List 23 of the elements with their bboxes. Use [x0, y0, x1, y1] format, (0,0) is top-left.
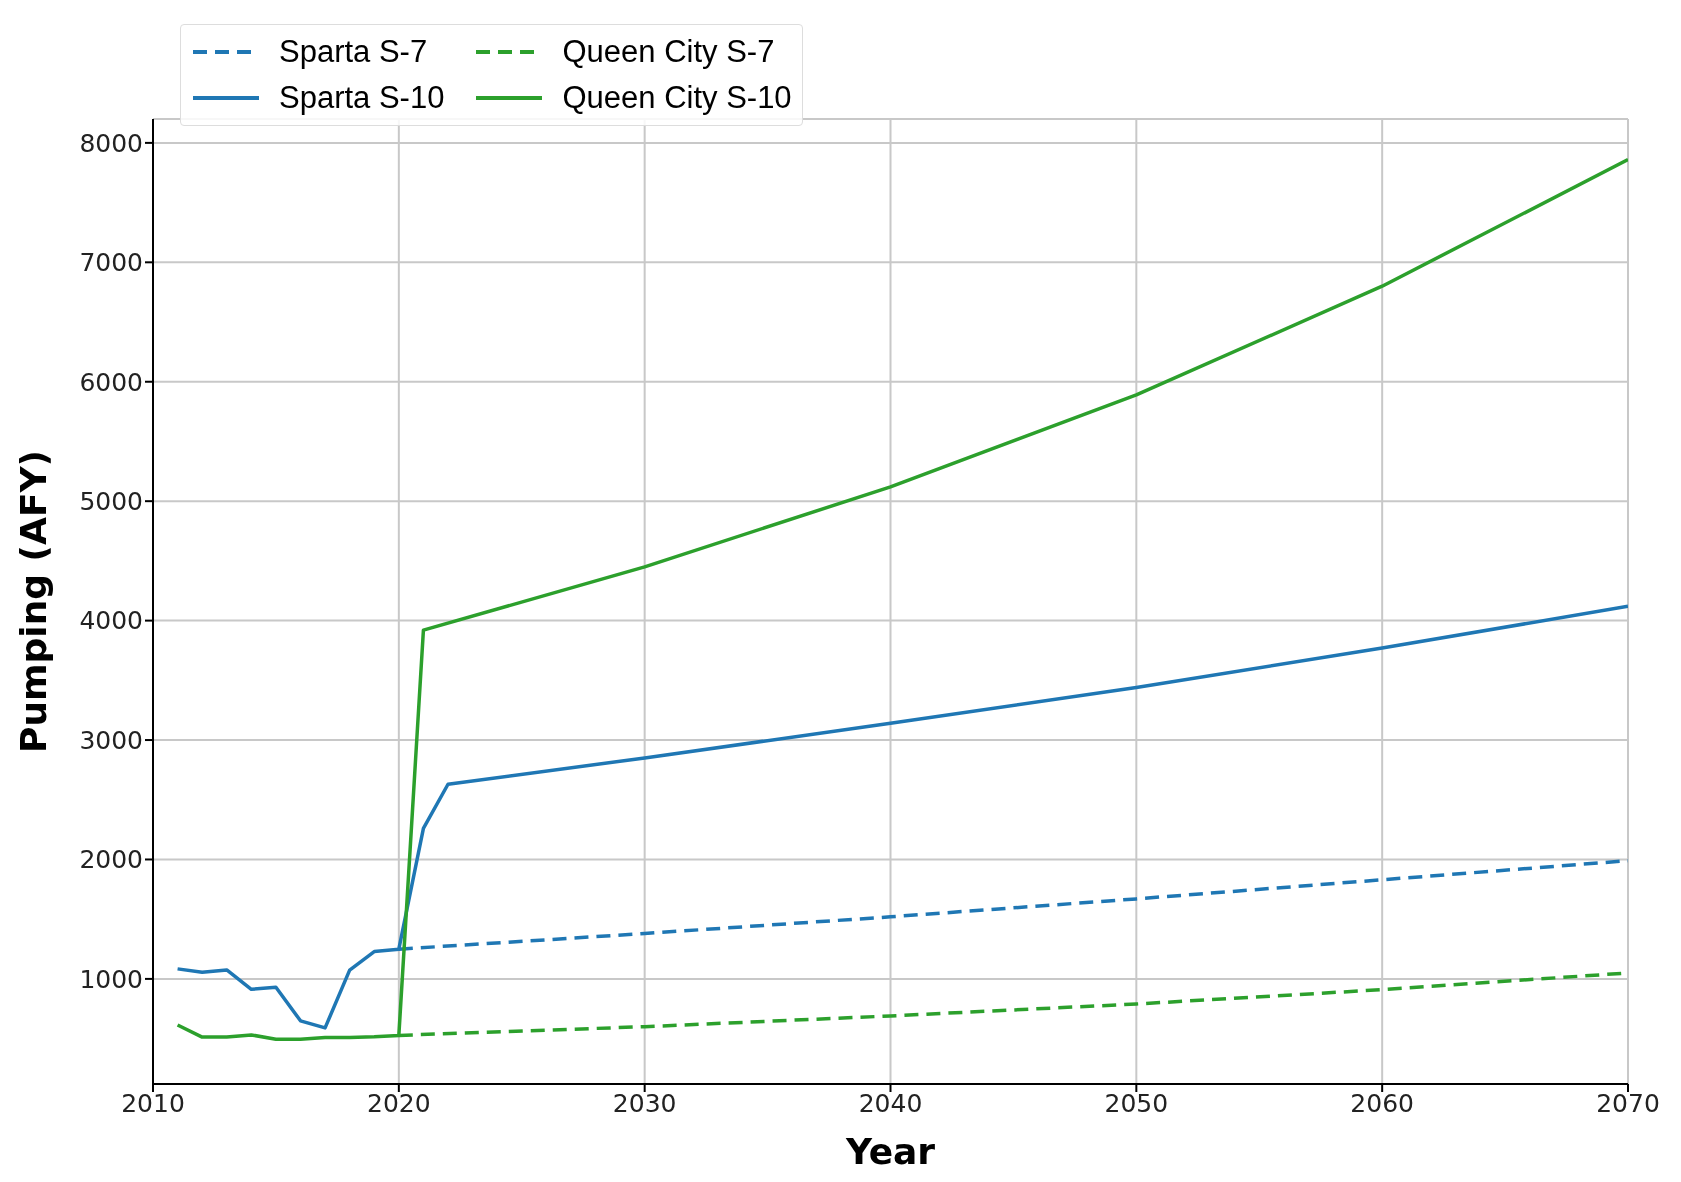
legend-label: Sparta S-7: [279, 34, 428, 70]
x-tick-label: 2070: [1596, 1088, 1660, 1118]
legend-label: Sparta S-10: [279, 80, 445, 116]
legend-label: Queen City S-10: [562, 80, 792, 116]
y-tick-label: 8000: [79, 128, 143, 158]
y-tick-label: 2000: [79, 845, 143, 875]
y-axis-title: Pumping (AFY): [12, 450, 54, 753]
y-tick-label: 7000: [79, 248, 143, 278]
legend-label: Queen City S-7: [562, 34, 775, 70]
y-tick-label: 4000: [79, 606, 143, 636]
y-tick-label: 3000: [79, 725, 143, 755]
x-tick-label: 2020: [367, 1088, 431, 1118]
line-series: [175, 604, 1628, 1030]
x-tick-label: 2030: [612, 1088, 677, 1118]
x-tick-label: 2010: [121, 1088, 185, 1118]
y-tick-label: 6000: [79, 367, 143, 397]
x-tick-label: 2040: [858, 1088, 923, 1118]
x-tick-label: 2050: [1104, 1088, 1169, 1118]
line-series: [175, 157, 1628, 1041]
y-tick-label: 5000: [79, 487, 143, 517]
x-axis-title: Year: [844, 1131, 936, 1172]
x-tick-label: 2060: [1350, 1088, 1414, 1118]
y-tick-label: 1000: [79, 964, 143, 994]
